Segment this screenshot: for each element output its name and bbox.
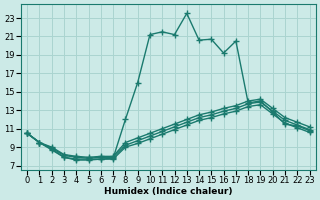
X-axis label: Humidex (Indice chaleur): Humidex (Indice chaleur) xyxy=(104,187,233,196)
